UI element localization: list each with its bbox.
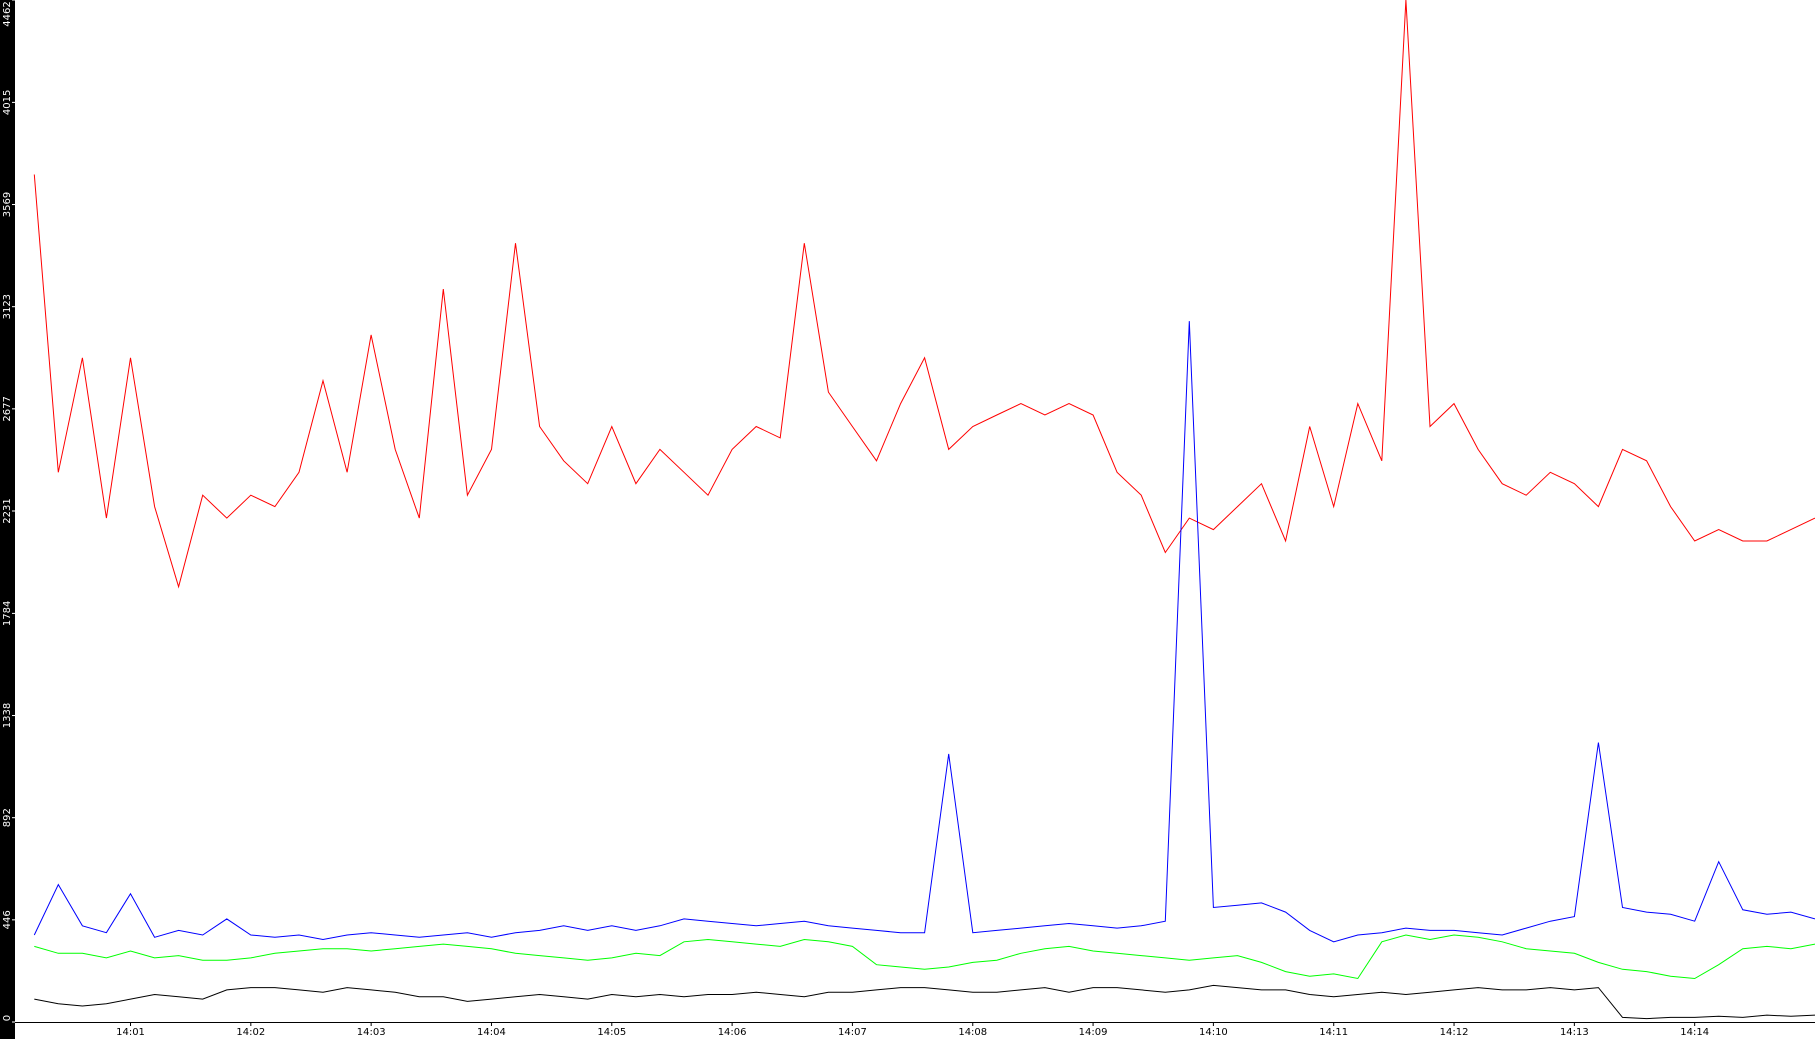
series-line — [34, 934, 1815, 980]
y-tick-label: 4462 — [2, 1, 13, 26]
y-tick-label: 3569 — [2, 192, 13, 217]
x-tick-label: 14:03 — [357, 1027, 386, 1038]
y-axis-strip — [0, 0, 15, 1039]
x-tick-label: 14:14 — [1680, 1027, 1709, 1038]
y-tick-label: 2677 — [2, 396, 13, 421]
x-tick-label: 14:13 — [1560, 1027, 1589, 1038]
x-tick-label: 14:11 — [1319, 1027, 1348, 1038]
x-tick-label: 14:02 — [236, 1027, 265, 1038]
x-tick-label: 14:10 — [1199, 1027, 1228, 1038]
y-tick-label: 892 — [2, 808, 13, 827]
y-tick-label: 3123 — [2, 294, 13, 319]
y-tick-label: 4015 — [2, 90, 13, 115]
series-line — [33, 0, 1815, 589]
x-tick-label: 14:05 — [597, 1027, 626, 1038]
y-tick-label: 1784 — [2, 601, 13, 626]
series-line — [33, 321, 1815, 943]
y-tick-label: 446 — [2, 910, 13, 929]
x-axis-line — [15, 1022, 1815, 1023]
x-tick-label: 14:07 — [838, 1027, 867, 1038]
y-tick-label: 0 — [2, 1015, 13, 1021]
x-tick-label: 14:09 — [1079, 1027, 1108, 1038]
x-tick-label: 14:08 — [958, 1027, 987, 1038]
y-tick-label: 2231 — [2, 498, 13, 523]
y-tick-label: 1338 — [2, 703, 13, 728]
x-tick-label: 14:01 — [116, 1027, 145, 1038]
x-tick-label: 14:12 — [1440, 1027, 1469, 1038]
x-tick-label: 14:04 — [477, 1027, 506, 1038]
series-line — [34, 984, 1815, 1020]
x-tick-label: 14:06 — [718, 1027, 747, 1038]
